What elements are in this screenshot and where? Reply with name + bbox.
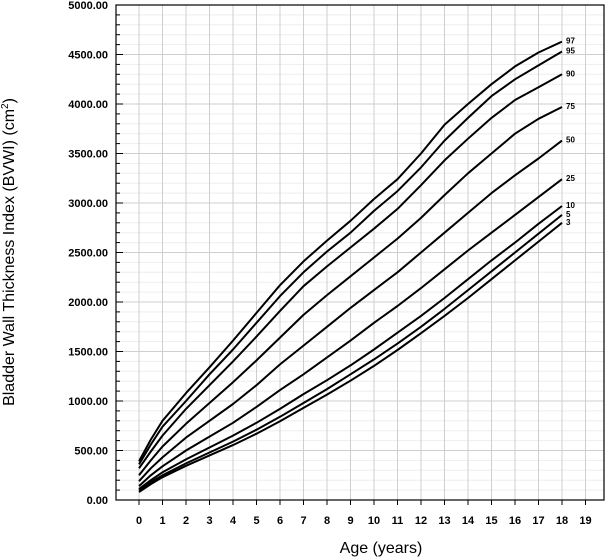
y-tick-label: 2500.00 bbox=[68, 248, 108, 260]
y-tick-label: 4000.00 bbox=[68, 99, 108, 111]
percentile-label-3: 3 bbox=[566, 218, 571, 227]
x-tick-label: 12 bbox=[415, 515, 427, 527]
percentile-label-50: 50 bbox=[566, 136, 575, 145]
x-tick-label: 9 bbox=[347, 515, 353, 527]
y-axis-title: Bladder Wall Thickness Index (BVWI) (cm2… bbox=[0, 98, 18, 406]
x-tick-label: 4 bbox=[230, 515, 237, 527]
percentile-label-25: 25 bbox=[566, 174, 575, 183]
percentile-label-97: 97 bbox=[566, 37, 575, 46]
x-tick-labels: 0 1 2 3 4 5 6 7 8 9 10 11 12 13 14 15 16 17 18 19 bbox=[136, 515, 592, 527]
percentile-line-3 bbox=[138, 222, 563, 493]
axes bbox=[115, 4, 605, 505]
x-tick-label: 10 bbox=[368, 515, 380, 527]
y-tick-label: 5000.00 bbox=[68, 0, 108, 12]
x-tick-label: 13 bbox=[438, 515, 450, 527]
percentile-line-97 bbox=[138, 40, 563, 462]
grid bbox=[116, 5, 604, 500]
x-tick-label: 1 bbox=[159, 515, 165, 527]
percentile-line-50 bbox=[138, 139, 563, 482]
percentile-label-75: 75 bbox=[566, 102, 575, 111]
y-tick-label: 1500.00 bbox=[68, 347, 108, 359]
percentile-label-5: 5 bbox=[566, 210, 571, 219]
y-axis-title-superscript: 2 bbox=[0, 103, 11, 109]
y-tick-label: 0.00 bbox=[87, 495, 108, 507]
y-tick-label: 3000.00 bbox=[68, 198, 108, 210]
x-tick-label: 19 bbox=[579, 515, 591, 527]
x-tick-label: 15 bbox=[485, 515, 497, 527]
y-tick-label: 4500.00 bbox=[68, 50, 108, 62]
x-tick-label: 6 bbox=[277, 515, 283, 527]
x-tick-label: 0 bbox=[136, 515, 142, 527]
percentile-line-95 bbox=[138, 50, 563, 465]
series-lines bbox=[138, 40, 563, 493]
y-tick-label: 1000.00 bbox=[68, 396, 108, 408]
x-tick-label: 11 bbox=[392, 515, 404, 527]
x-tick-label: 16 bbox=[509, 515, 521, 527]
x-tick-label: 18 bbox=[556, 515, 568, 527]
percentile-label-90: 90 bbox=[566, 69, 575, 78]
x-tick-label: 5 bbox=[253, 515, 259, 527]
percentile-line-75 bbox=[138, 106, 563, 476]
percentile-line-10 bbox=[138, 205, 563, 490]
percentile-line-90 bbox=[138, 73, 563, 469]
percentile-label-95: 95 bbox=[566, 47, 575, 56]
x-tick-label: 14 bbox=[462, 515, 475, 527]
y-tick-label: 3500.00 bbox=[68, 149, 108, 161]
y-axis-title-close: ) bbox=[1, 98, 18, 103]
percentile-label-10: 10 bbox=[566, 201, 575, 210]
percentile-line-25 bbox=[138, 178, 563, 487]
x-tick-label: 17 bbox=[532, 515, 544, 527]
percentile-line-5 bbox=[138, 214, 563, 492]
x-axis-title: Age (years) bbox=[340, 540, 423, 557]
x-tick-label: 7 bbox=[300, 515, 306, 527]
y-axis-title-main: Bladder Wall Thickness Index (BVWI) (cm bbox=[1, 109, 18, 406]
y-tick-label: 2000.00 bbox=[68, 297, 108, 309]
x-tick-label: 8 bbox=[324, 515, 330, 527]
x-tick-label: 2 bbox=[183, 515, 189, 527]
x-tick-label: 3 bbox=[206, 515, 212, 527]
y-tick-labels: 0.00 500.00 1000.00 1500.00 2000.00 2500.00 30… bbox=[68, 0, 108, 507]
y-tick-label: 500.00 bbox=[74, 446, 108, 458]
